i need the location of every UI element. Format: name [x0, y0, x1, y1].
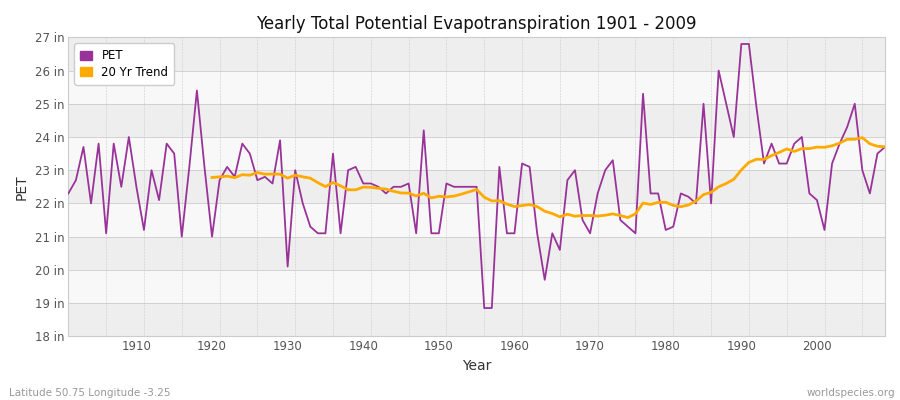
Bar	[68, 270, 885, 303]
Text: worldspecies.org: worldspecies.org	[807, 388, 896, 398]
Y-axis label: PET: PET	[15, 174, 29, 200]
X-axis label: Year: Year	[462, 359, 491, 373]
Bar	[68, 104, 885, 137]
Bar	[68, 303, 885, 336]
Bar	[68, 237, 885, 270]
Bar	[68, 37, 885, 70]
Text: Latitude 50.75 Longitude -3.25: Latitude 50.75 Longitude -3.25	[9, 388, 170, 398]
Legend: PET, 20 Yr Trend: PET, 20 Yr Trend	[75, 43, 175, 84]
Title: Yearly Total Potential Evapotranspiration 1901 - 2009: Yearly Total Potential Evapotranspiratio…	[256, 15, 697, 33]
Bar	[68, 70, 885, 104]
Bar	[68, 204, 885, 237]
Bar	[68, 4, 885, 37]
Bar	[68, 170, 885, 204]
Bar	[68, 137, 885, 170]
